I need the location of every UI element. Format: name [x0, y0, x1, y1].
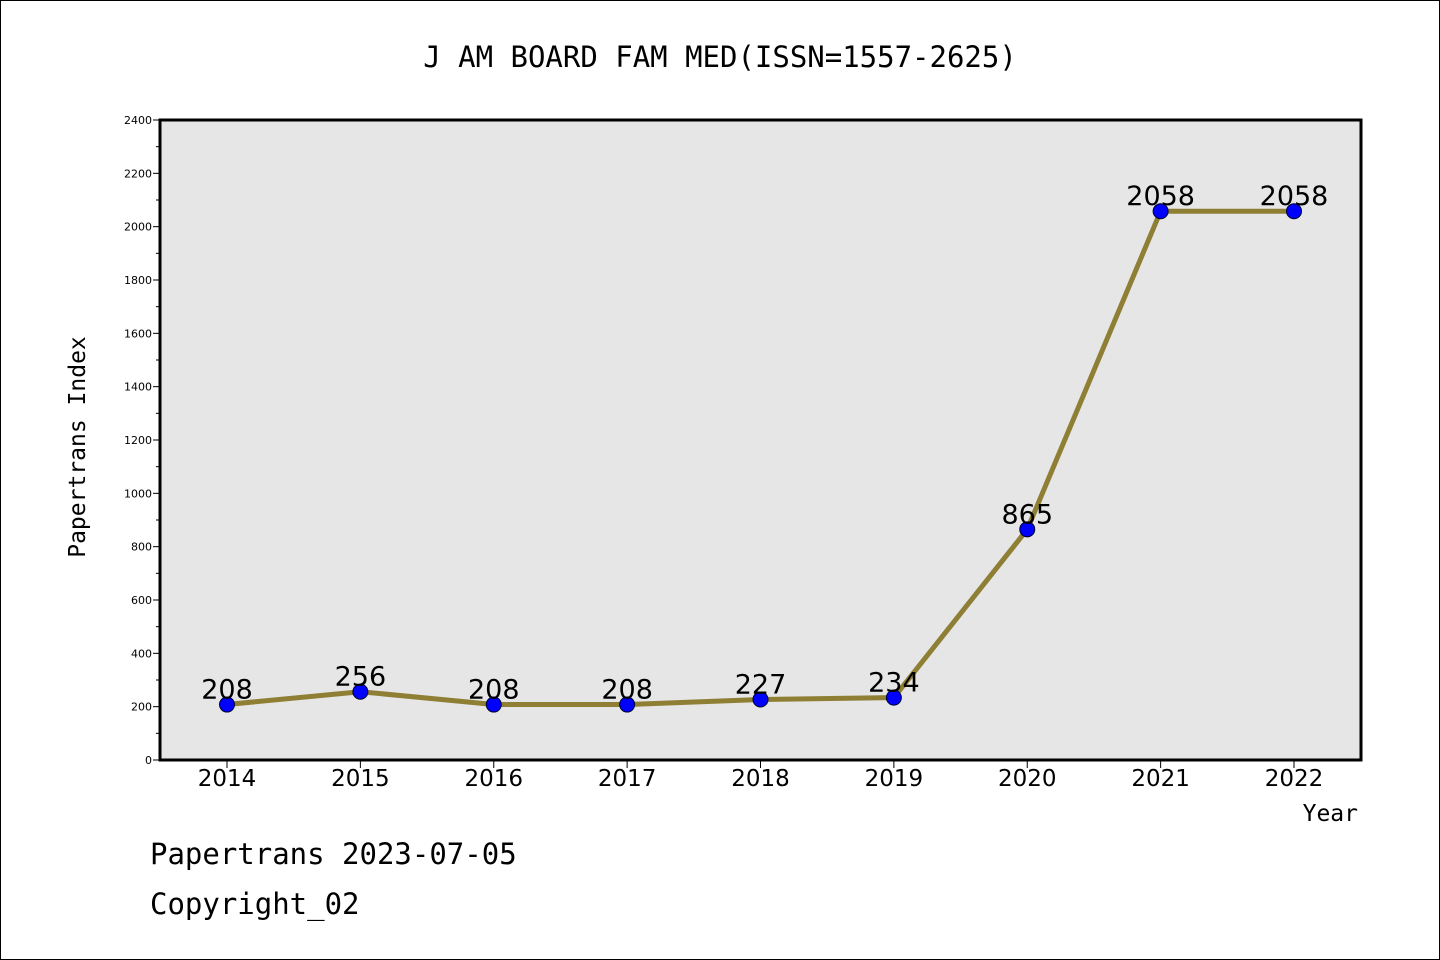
x-tick-label: 2022	[1265, 766, 1324, 792]
data-label: 234	[868, 668, 920, 699]
chart-title: J AM BOARD FAM MED(ISSN=1557-2625)	[423, 40, 1017, 74]
data-label: 208	[601, 675, 653, 706]
y-axis: 0 200 400 600 800 1000 1200 1400 1600 1800 2000 220…	[124, 114, 160, 767]
x-tick-label: 2014	[198, 766, 257, 792]
data-label: 865	[1001, 499, 1053, 530]
y-tick-label: 1800	[124, 274, 152, 287]
plot-area	[160, 120, 1361, 760]
footer-date: Papertrans 2023-07-05	[150, 837, 517, 871]
data-point	[219, 696, 235, 713]
x-tick-label: 2016	[464, 766, 523, 792]
series-line-group	[219, 203, 1302, 713]
x-tick-label: 2018	[731, 766, 790, 792]
data-point	[352, 683, 369, 700]
data-label: 2058	[1260, 181, 1329, 212]
y-tick-label: 1000	[124, 487, 152, 500]
x-tick-label: 2015	[331, 766, 390, 792]
y-tick-label: 0	[145, 754, 152, 767]
x-tick-label: 2017	[598, 766, 657, 792]
y-tick-label: 1400	[124, 381, 152, 394]
y-axis-label: Papertrans Index	[65, 336, 91, 558]
y-tick-label: 200	[131, 701, 152, 714]
data-point	[1286, 203, 1302, 220]
y-tick-label: 1600	[124, 327, 152, 340]
plot-border	[158, 118, 1363, 762]
y-tick-label: 2200	[124, 167, 152, 180]
x-tick-label: 2021	[1131, 766, 1190, 792]
data-label: 208	[468, 675, 520, 706]
data-label: 227	[735, 669, 787, 700]
data-label: 208	[201, 675, 253, 706]
footer-copyright: Copyright_02	[150, 887, 360, 922]
data-label: 2058	[1126, 181, 1195, 212]
y-tick-label: 400	[131, 647, 152, 660]
data-label: 256	[335, 662, 387, 693]
data-point	[1019, 521, 1036, 538]
y-tick-label: 800	[131, 541, 152, 554]
x-tick-label: 2020	[998, 766, 1057, 792]
x-axis: 2014 2015 2016 2017 2018 2019 2020 2021 2022	[198, 760, 1324, 792]
x-axis-label: Year	[1303, 801, 1358, 827]
data-point	[752, 691, 769, 708]
data-label-group: 208 256 208 208 227 234 865 2058 2058	[201, 181, 1328, 705]
y-tick-label: 2000	[124, 221, 152, 234]
data-point	[885, 689, 902, 706]
data-point	[619, 696, 636, 713]
y-tick-label: 2400	[124, 114, 152, 127]
data-point	[485, 696, 502, 713]
y-tick-label: 600	[131, 594, 152, 607]
data-point	[1152, 203, 1169, 220]
x-tick-label: 2019	[865, 766, 924, 792]
y-tick-label: 1200	[124, 434, 152, 447]
